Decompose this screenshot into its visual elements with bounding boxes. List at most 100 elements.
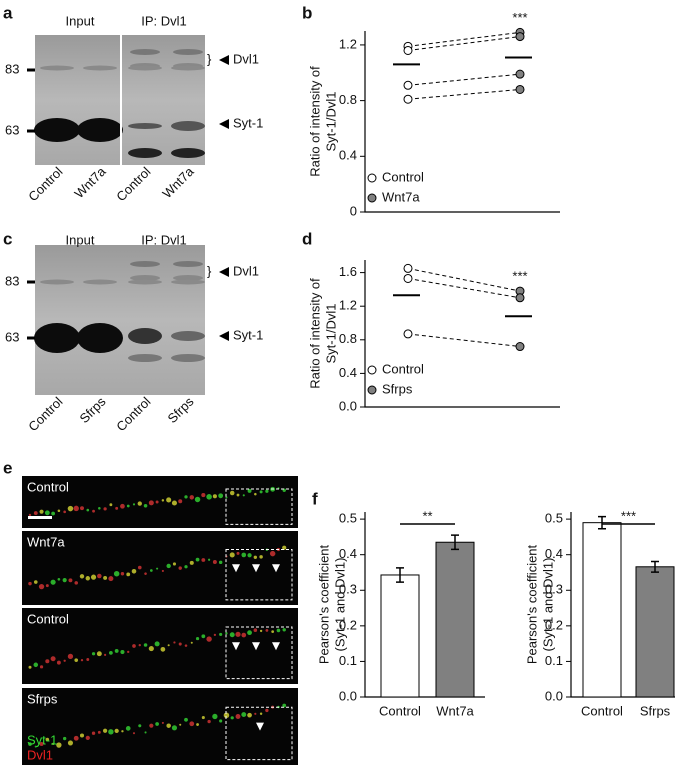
panel-label: e xyxy=(3,458,12,477)
puncta xyxy=(190,641,193,644)
puncta xyxy=(73,735,79,741)
puncta xyxy=(201,634,206,639)
micrograph-label: Sfrps xyxy=(27,691,58,706)
puncta xyxy=(184,717,188,722)
pair-line xyxy=(407,73,521,86)
point xyxy=(403,80,413,90)
puncta xyxy=(241,632,247,638)
puncta xyxy=(56,660,61,665)
puncta xyxy=(149,723,154,728)
puncta xyxy=(282,628,286,632)
puncta xyxy=(259,490,263,494)
puncta xyxy=(126,572,131,577)
puncta xyxy=(184,495,188,499)
puncta xyxy=(225,496,228,499)
y-tick-label: 0.0 xyxy=(339,688,357,703)
scale-bar xyxy=(28,516,52,519)
x-tick-label: Wnt7a xyxy=(436,703,474,718)
puncta xyxy=(207,719,211,724)
puncta xyxy=(166,563,171,569)
puncta xyxy=(218,493,224,499)
arrowhead xyxy=(219,267,229,277)
puncta xyxy=(137,501,142,506)
band xyxy=(128,279,162,285)
blot-header: Input xyxy=(66,232,95,247)
puncta xyxy=(241,712,247,718)
puncta xyxy=(132,644,136,648)
band xyxy=(171,354,205,362)
y-axis-label: Syt-1/Dvl1 xyxy=(323,92,338,152)
puncta xyxy=(235,631,241,637)
arrowhead xyxy=(232,642,240,651)
puncta xyxy=(114,648,119,653)
x-tick-label: Sfrps xyxy=(640,703,671,718)
band xyxy=(171,148,205,158)
lane-label: Sfrps xyxy=(164,394,196,426)
puncta xyxy=(38,583,45,590)
puncta xyxy=(62,578,67,583)
puncta xyxy=(91,731,96,735)
y-tick-label: 0.2 xyxy=(339,617,357,632)
significance: *** xyxy=(512,269,527,284)
band xyxy=(77,118,123,142)
y-axis-label: (Syt-1 and Dvl1) xyxy=(332,558,347,652)
puncta xyxy=(143,643,148,647)
puncta xyxy=(271,630,275,634)
legend-label: Sfrps xyxy=(382,381,413,396)
significance: *** xyxy=(621,508,636,523)
error-bar xyxy=(451,534,459,551)
puncta xyxy=(247,553,252,558)
legend-marker xyxy=(367,193,377,203)
puncta xyxy=(236,493,240,497)
point xyxy=(515,293,525,303)
band-label: Syt-1 xyxy=(233,115,263,130)
y-tick-label: 0.0 xyxy=(545,688,563,703)
puncta xyxy=(225,632,228,635)
puncta xyxy=(131,568,137,574)
y-tick-label: 0.2 xyxy=(545,617,563,632)
puncta xyxy=(259,555,263,559)
band xyxy=(128,328,162,344)
band xyxy=(77,323,123,353)
puncta xyxy=(212,494,217,499)
band-label: Dvl1 xyxy=(233,263,259,278)
puncta xyxy=(33,511,38,516)
band xyxy=(171,279,205,285)
arrowhead xyxy=(219,55,229,65)
puncta xyxy=(80,506,84,511)
y-tick-label: 0.5 xyxy=(339,511,357,526)
y-tick-label: 0.0 xyxy=(339,398,357,413)
band xyxy=(34,118,80,142)
puncta xyxy=(114,728,119,734)
puncta xyxy=(97,730,101,734)
significance: *** xyxy=(512,10,527,25)
marker-tick xyxy=(27,336,35,340)
lane-label: Control xyxy=(25,164,65,204)
puncta xyxy=(98,507,101,510)
y-tick-label: 0.8 xyxy=(339,331,357,346)
puncta xyxy=(85,735,90,741)
band xyxy=(128,354,162,362)
puncta xyxy=(109,651,113,655)
puncta xyxy=(166,723,171,728)
puncta xyxy=(108,576,114,582)
legend-marker xyxy=(367,365,377,375)
puncta xyxy=(242,494,245,497)
puncta xyxy=(28,665,32,669)
puncta xyxy=(189,495,195,500)
puncta xyxy=(161,499,165,502)
band xyxy=(171,121,205,131)
panel-label: d xyxy=(302,229,312,248)
puncta xyxy=(113,570,120,577)
puncta xyxy=(96,651,102,657)
y-axis-label: Syt-1/Dvl1 xyxy=(323,304,338,364)
puncta xyxy=(276,628,281,633)
panel-label: b xyxy=(302,3,312,22)
puncta xyxy=(144,572,147,575)
error-bar xyxy=(396,567,404,583)
point xyxy=(403,45,413,55)
puncta xyxy=(56,742,62,748)
puncta xyxy=(74,658,79,662)
pair-line xyxy=(407,333,521,348)
puncta xyxy=(104,653,107,656)
